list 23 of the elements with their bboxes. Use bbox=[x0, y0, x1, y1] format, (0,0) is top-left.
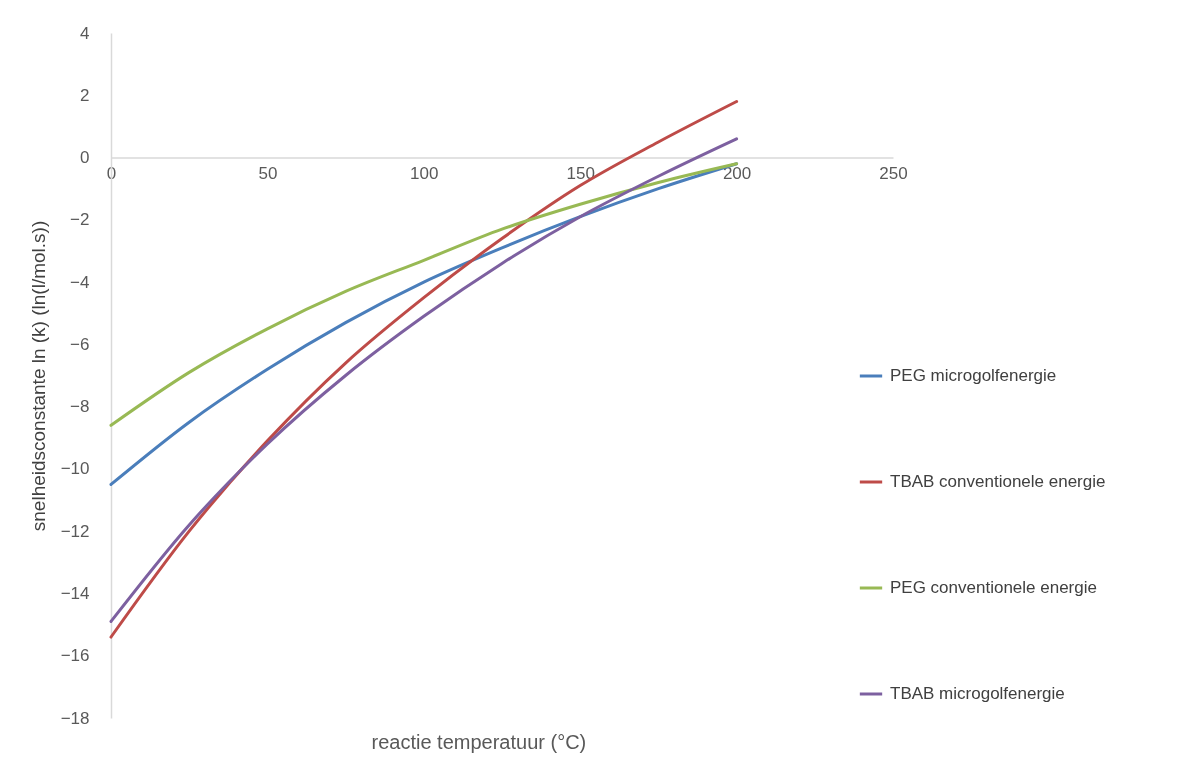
x-tick-label: 150 bbox=[566, 164, 595, 184]
y-tick-label: −6 bbox=[70, 334, 90, 354]
y-axis-title: snelheidsconstante ln (k) (ln(l/mol.s)) bbox=[27, 220, 49, 532]
y-tick-label: −14 bbox=[60, 583, 90, 603]
legend-label: TBAB microgolfenergie bbox=[890, 684, 1065, 703]
y-tick-label: 4 bbox=[80, 23, 90, 43]
y-tick-label: −12 bbox=[60, 521, 90, 541]
y-tick-label: −4 bbox=[70, 272, 90, 292]
x-tick-label: 50 bbox=[258, 164, 278, 184]
y-tick-label: −10 bbox=[60, 459, 90, 479]
y-tick-label: −8 bbox=[70, 397, 90, 417]
legend-label: PEG microgolfenergie bbox=[890, 366, 1057, 385]
x-tick-label: 200 bbox=[722, 164, 752, 184]
x-tick-label: 100 bbox=[410, 164, 439, 184]
x-axis-title: reactie temperatuur (°C) bbox=[371, 730, 587, 753]
y-tick-label: 2 bbox=[80, 85, 90, 105]
legend-label: PEG conventionele energie bbox=[890, 578, 1097, 597]
x-tick-label: 250 bbox=[879, 164, 908, 184]
y-tick-label: −18 bbox=[60, 708, 90, 728]
y-tick-label: −16 bbox=[60, 646, 90, 666]
y-tick-label: −2 bbox=[70, 210, 90, 230]
legend-label: TBAB conventionele energie bbox=[890, 472, 1106, 491]
y-tick-label: 0 bbox=[80, 148, 90, 168]
